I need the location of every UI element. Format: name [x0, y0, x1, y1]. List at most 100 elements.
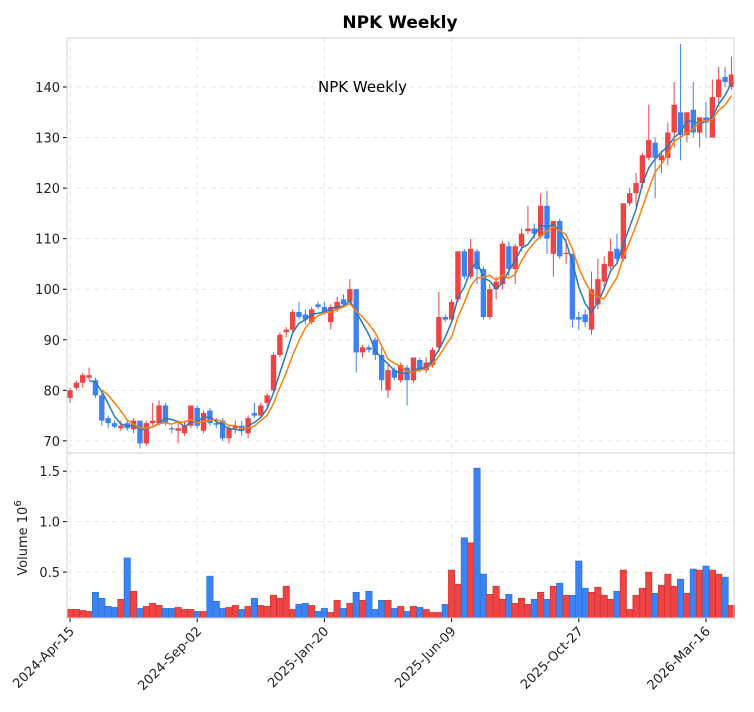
volume-bar — [549, 585, 557, 619]
volume-bar — [282, 585, 290, 619]
volume-bar — [600, 594, 608, 619]
candle-body — [652, 142, 658, 158]
volume-bar — [257, 605, 265, 619]
volume-bar — [161, 608, 169, 619]
moving-average-line-4 — [88, 82, 733, 432]
price-tick-label: 70 — [43, 435, 60, 450]
candle-body — [340, 299, 347, 305]
volume-bar — [473, 467, 481, 619]
volume-bar — [142, 606, 150, 619]
candle-body — [448, 301, 455, 320]
volume-bar — [320, 608, 328, 619]
volume-bar — [206, 575, 214, 619]
candle-body — [99, 395, 105, 421]
volume-bar — [155, 605, 163, 619]
volume-panel-frame — [66, 452, 735, 619]
volume-tick-label: 1.5 — [39, 465, 60, 480]
candle-body — [722, 76, 728, 82]
volume-bar — [479, 573, 487, 619]
candle-body — [321, 306, 328, 312]
volume-bar — [250, 598, 258, 619]
candle-body — [162, 405, 169, 424]
volume-bar — [352, 591, 360, 619]
candle-body — [188, 405, 194, 426]
volume-bar — [111, 607, 119, 619]
volume-bar — [359, 600, 367, 619]
candle-body — [334, 301, 340, 310]
chart-annotation: NPK Weekly — [318, 78, 407, 96]
candle-body — [315, 304, 321, 307]
volume-bar — [638, 587, 646, 619]
candle-body — [296, 311, 302, 318]
price-tick-label: 110 — [35, 233, 60, 248]
candle-body — [537, 205, 544, 237]
volume-bar — [301, 603, 309, 619]
candle-body — [633, 183, 639, 194]
candle-body — [92, 380, 99, 396]
volume-bar — [270, 594, 278, 619]
candle-body — [436, 317, 442, 348]
volume-bar — [378, 600, 386, 619]
volume-bar — [677, 578, 685, 619]
price-tick-label: 140 — [35, 81, 60, 96]
volume-bar — [568, 594, 576, 619]
volume-bar — [180, 609, 188, 619]
volume-bar — [346, 603, 354, 619]
volume-bar — [422, 609, 430, 619]
candle-body — [677, 112, 684, 136]
candle-body — [506, 246, 512, 270]
price-tick-label: 80 — [43, 384, 60, 399]
candle-body — [391, 370, 398, 378]
candle-body — [550, 220, 557, 254]
candle-body — [226, 428, 232, 439]
volume-bar — [530, 599, 538, 619]
candle-body — [213, 423, 219, 425]
price-tick-label: 130 — [35, 132, 60, 147]
candle-body — [563, 252, 569, 255]
candle-body — [423, 362, 429, 371]
candle-body — [614, 248, 620, 259]
candle-body — [658, 155, 665, 161]
candle-body — [639, 155, 646, 184]
volume-bar — [518, 598, 526, 619]
candle-body — [194, 408, 200, 426]
volume-bar — [657, 584, 665, 619]
volume-bar — [187, 609, 195, 619]
volume-bar — [295, 604, 303, 619]
volume-bar — [607, 599, 615, 619]
chart-title: NPK Weekly — [342, 13, 457, 33]
volume-bar — [91, 591, 99, 619]
candle-body — [525, 228, 531, 232]
volume-bar — [168, 608, 176, 619]
candle-body — [169, 428, 175, 430]
candle-body — [378, 354, 385, 381]
candle-body — [181, 425, 188, 434]
volume-bar — [200, 611, 208, 619]
volume-bar — [390, 608, 398, 619]
candle-body — [684, 112, 690, 136]
volume-bar — [492, 585, 500, 619]
candle-body — [620, 203, 627, 259]
candle-body — [703, 117, 709, 123]
volume-bar — [225, 607, 233, 619]
candle-body — [417, 359, 423, 371]
volume-bar — [721, 576, 729, 619]
volume-bar — [193, 611, 201, 619]
candle-body — [111, 423, 118, 427]
candle-body — [86, 375, 92, 378]
volume-tick-label: 0.5 — [39, 566, 60, 581]
candle-body — [73, 382, 80, 388]
candle-body — [219, 420, 226, 439]
candle-body — [461, 251, 468, 277]
volume-bar — [276, 598, 284, 619]
candle-body — [308, 309, 315, 323]
volume-bar — [263, 606, 271, 619]
candle-body — [531, 228, 537, 234]
volume-bar — [339, 608, 347, 619]
volume-bar — [79, 610, 87, 619]
candle-body — [80, 375, 86, 383]
candle-body — [671, 104, 677, 133]
candle-body — [283, 329, 289, 333]
volume-bar — [486, 593, 494, 619]
